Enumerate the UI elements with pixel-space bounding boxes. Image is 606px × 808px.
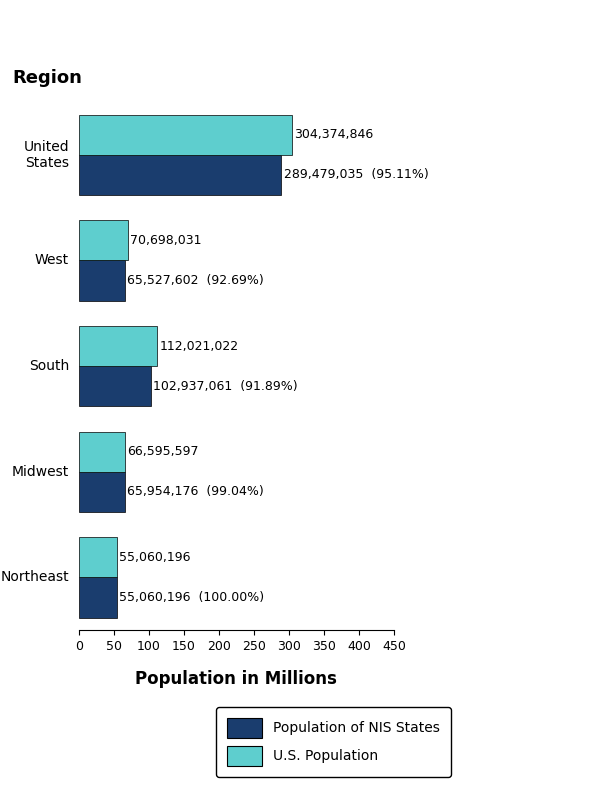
Bar <box>79 537 118 578</box>
Bar <box>79 221 128 260</box>
Bar <box>79 260 125 301</box>
Text: 112,021,022: 112,021,022 <box>159 339 238 352</box>
Bar <box>79 326 157 366</box>
Text: 65,954,176  (99.04%): 65,954,176 (99.04%) <box>127 486 264 499</box>
Text: Region: Region <box>12 69 82 86</box>
Bar <box>79 115 292 155</box>
Text: 55,060,196  (100.00%): 55,060,196 (100.00%) <box>119 591 265 604</box>
Bar <box>79 578 118 617</box>
Text: 70,698,031: 70,698,031 <box>130 234 202 247</box>
Bar <box>79 472 125 512</box>
X-axis label: Population in Millions: Population in Millions <box>135 670 338 688</box>
Text: 102,937,061  (91.89%): 102,937,061 (91.89%) <box>153 380 298 393</box>
Legend: Population of NIS States, U.S. Population: Population of NIS States, U.S. Populatio… <box>216 707 451 776</box>
Text: 66,595,597: 66,595,597 <box>127 445 199 458</box>
Text: 304,374,846: 304,374,846 <box>294 128 373 141</box>
Text: 65,527,602  (92.69%): 65,527,602 (92.69%) <box>127 274 264 287</box>
Text: 289,479,035  (95.11%): 289,479,035 (95.11%) <box>284 168 428 181</box>
Bar <box>79 366 151 406</box>
Bar <box>79 431 125 472</box>
Bar <box>79 155 282 195</box>
Text: 55,060,196: 55,060,196 <box>119 551 191 564</box>
